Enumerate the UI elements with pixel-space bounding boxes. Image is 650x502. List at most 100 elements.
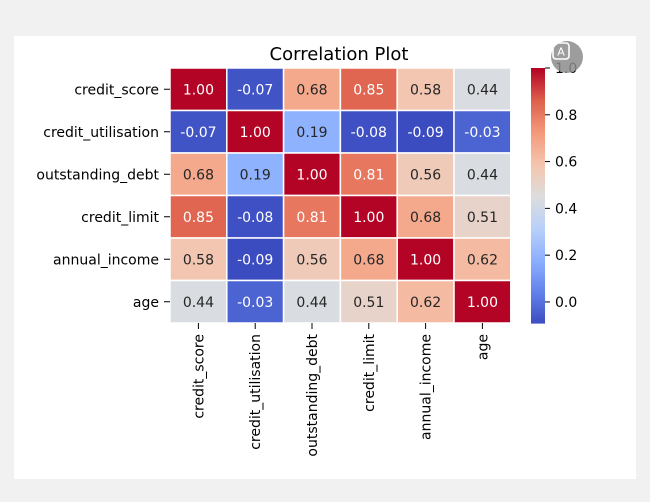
- colorbar-segment: [531, 259, 545, 262]
- colorbar-segment: [531, 104, 545, 107]
- heatmap-cell: [282, 109, 342, 154]
- cell-value-label: 0.85: [353, 82, 384, 98]
- colorbar-segment: [531, 93, 545, 97]
- cell-value-label: 0.85: [183, 210, 214, 226]
- heatmap-cell: [226, 237, 285, 282]
- colorbar-segment: [531, 274, 545, 277]
- colorbar-segment: [531, 289, 545, 292]
- heatmap-cell: [226, 67, 285, 112]
- colorbar-segment: [531, 82, 545, 86]
- colorbar-segment: [531, 195, 545, 199]
- colorbar-segment: [531, 165, 545, 169]
- colorbar-segment: [531, 80, 545, 84]
- cell-value-label: -0.07: [237, 82, 273, 98]
- colorbar-segment: [531, 312, 545, 316]
- heatmap-cell: [169, 67, 228, 112]
- colorbar-segment: [531, 214, 545, 218]
- cell-value-label: 0.68: [353, 252, 384, 268]
- colorbar-segment: [531, 68, 545, 71]
- colorbar-segment: [531, 131, 545, 135]
- colorbar-segment: [531, 108, 545, 112]
- colorbar-segment: [531, 174, 545, 177]
- colorbar-segment: [531, 280, 545, 284]
- colorbar-segment: [531, 293, 545, 296]
- colorbar-segment: [531, 161, 545, 165]
- colorbar-segment: [531, 223, 545, 226]
- colorbar-segment: [531, 99, 545, 103]
- row-label: outstanding_debt: [36, 167, 159, 183]
- colorbar-segment: [531, 106, 545, 109]
- colorbar-segment: [531, 155, 545, 158]
- colorbar-segment: [531, 129, 545, 133]
- heatmap-cell: [282, 194, 342, 239]
- colorbar-segment: [531, 299, 545, 303]
- colorbar-segment: [531, 72, 545, 75]
- column-label: credit_score: [191, 334, 207, 419]
- translate-button[interactable]: A: [551, 41, 583, 73]
- colorbar-segment: [531, 242, 545, 245]
- colorbar-segment: [531, 265, 545, 269]
- heatmap-cell: [282, 152, 342, 197]
- colorbar-segment: [531, 157, 545, 160]
- colorbar-segment: [531, 112, 545, 116]
- cell-value-label: 0.81: [353, 167, 384, 183]
- colorbar-segment: [531, 78, 545, 82]
- colorbar-segment: [531, 284, 545, 288]
- cell-value-label: 1.00: [467, 295, 498, 311]
- colorbar-tick-label: 0.6: [555, 155, 577, 171]
- column-labels: credit_score credit_utilisation outstandin…: [191, 323, 491, 457]
- colorbar-segment: [531, 150, 545, 154]
- colorbar-segment: [531, 297, 545, 301]
- colorbar-segment: [531, 278, 545, 282]
- cell-value-label: 0.51: [467, 210, 498, 226]
- colorbar-segment: [531, 136, 545, 139]
- colorbar-segment: [531, 255, 545, 258]
- colorbar-segment: [531, 316, 545, 320]
- colorbar-segment: [531, 286, 545, 290]
- colorbar-segment: [531, 252, 545, 256]
- cell-value-label: 1.00: [353, 210, 384, 226]
- colorbar-segment: [531, 140, 545, 143]
- heatmap-cell: [453, 237, 512, 282]
- row-label: age: [133, 295, 159, 311]
- cell-value-label: -0.08: [351, 125, 387, 141]
- heatmap-cell: [453, 194, 512, 239]
- colorbar-segment: [531, 95, 545, 99]
- colorbar-segment: [531, 172, 545, 175]
- cell-value-label: 1.00: [296, 167, 327, 183]
- cell-value-label: -0.07: [180, 125, 216, 141]
- colorbar-segment: [531, 308, 545, 311]
- colorbar-segment: [531, 85, 545, 88]
- cell-value-label: 0.68: [296, 82, 327, 98]
- cell-value-label: 0.56: [410, 167, 441, 183]
- colorbar-segment: [531, 197, 545, 201]
- colorbar-segment: [531, 97, 545, 101]
- colorbar-segment: [531, 210, 545, 214]
- heatmap-cell: [396, 152, 455, 197]
- column-label: annual_income: [419, 334, 435, 440]
- cell-value-label: 0.51: [353, 295, 384, 311]
- row-label: credit_limit: [81, 210, 159, 226]
- colorbar-segment: [531, 74, 545, 78]
- row-label: credit_score: [74, 82, 159, 98]
- colorbar-segment: [531, 208, 545, 211]
- cell-value-label: -0.03: [464, 125, 500, 141]
- colorbar-segment: [531, 102, 545, 105]
- cell-value-label: 0.44: [467, 167, 498, 183]
- heatmap-cell: [396, 194, 455, 239]
- colorbar-segment: [531, 163, 545, 167]
- colorbar-segment: [531, 121, 545, 124]
- colorbar-segment: [531, 257, 545, 260]
- colorbar-segment: [531, 187, 545, 190]
- colorbar-segment: [531, 240, 545, 243]
- colorbar-segment: [531, 225, 545, 228]
- colorbar-segment: [531, 201, 545, 205]
- colorbar-segment: [531, 282, 545, 286]
- colorbar-segment: [531, 229, 545, 233]
- colorbar-segment: [531, 180, 545, 184]
- colorbar-segment: [531, 231, 545, 235]
- chart-title: Correlation Plot: [270, 44, 409, 65]
- colorbar-segment: [531, 269, 545, 273]
- colorbar-segment: [531, 146, 545, 150]
- colorbar-segment: [531, 235, 545, 239]
